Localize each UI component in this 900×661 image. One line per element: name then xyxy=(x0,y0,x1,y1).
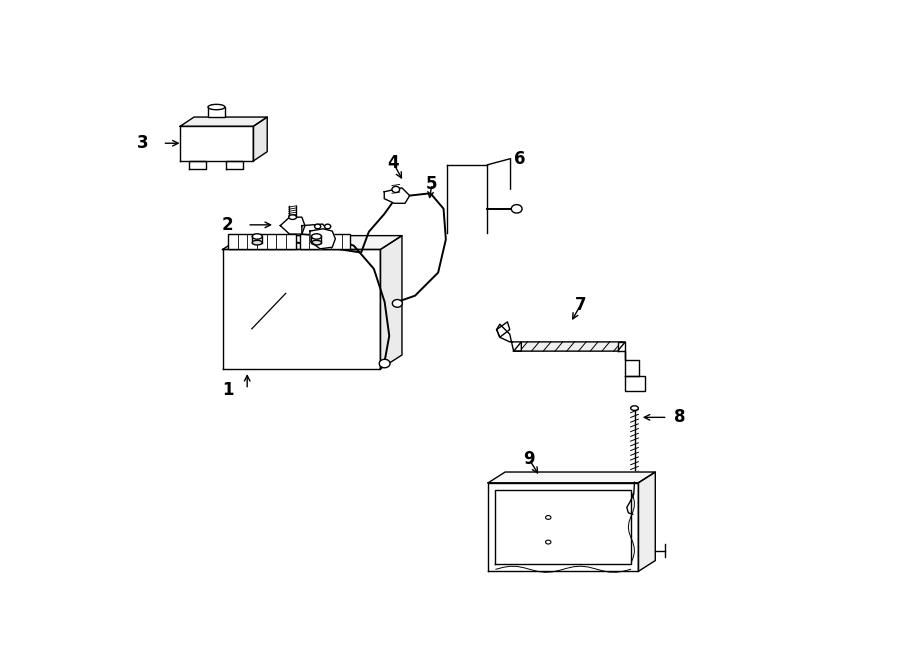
Text: 9: 9 xyxy=(523,450,535,468)
Polygon shape xyxy=(189,161,206,169)
Text: 1: 1 xyxy=(221,381,233,399)
Ellipse shape xyxy=(392,186,400,192)
Text: 8: 8 xyxy=(674,408,685,426)
Ellipse shape xyxy=(289,215,296,219)
Text: 3: 3 xyxy=(137,134,148,152)
Ellipse shape xyxy=(252,234,262,239)
Polygon shape xyxy=(381,235,402,369)
Polygon shape xyxy=(254,117,267,161)
Bar xyxy=(311,237,321,243)
Text: 7: 7 xyxy=(575,296,587,314)
Text: 4: 4 xyxy=(388,154,400,173)
Bar xyxy=(301,234,350,249)
Bar xyxy=(252,237,262,243)
Polygon shape xyxy=(497,322,509,337)
Polygon shape xyxy=(384,188,410,204)
Polygon shape xyxy=(222,249,381,369)
Polygon shape xyxy=(280,217,305,234)
Polygon shape xyxy=(180,126,254,161)
Polygon shape xyxy=(638,472,655,571)
Bar xyxy=(228,234,296,249)
Bar xyxy=(208,107,225,117)
Text: 6: 6 xyxy=(515,149,526,168)
Polygon shape xyxy=(497,324,521,351)
Ellipse shape xyxy=(315,224,320,229)
Polygon shape xyxy=(222,235,402,249)
Polygon shape xyxy=(617,342,639,375)
Polygon shape xyxy=(488,483,638,571)
Ellipse shape xyxy=(511,205,522,213)
Ellipse shape xyxy=(631,406,638,410)
Ellipse shape xyxy=(545,516,551,520)
Text: 2: 2 xyxy=(221,216,233,234)
Ellipse shape xyxy=(311,234,321,239)
Text: 5: 5 xyxy=(427,175,437,193)
Polygon shape xyxy=(302,224,328,237)
Polygon shape xyxy=(495,490,632,564)
Ellipse shape xyxy=(325,224,330,229)
Polygon shape xyxy=(310,229,336,249)
Polygon shape xyxy=(227,161,243,169)
Polygon shape xyxy=(626,375,644,391)
Ellipse shape xyxy=(392,299,402,307)
Polygon shape xyxy=(488,472,655,483)
Polygon shape xyxy=(514,342,626,351)
Ellipse shape xyxy=(379,360,390,368)
Polygon shape xyxy=(180,117,267,126)
Ellipse shape xyxy=(252,241,262,245)
Ellipse shape xyxy=(311,241,321,245)
Ellipse shape xyxy=(208,104,225,110)
Ellipse shape xyxy=(545,540,551,544)
